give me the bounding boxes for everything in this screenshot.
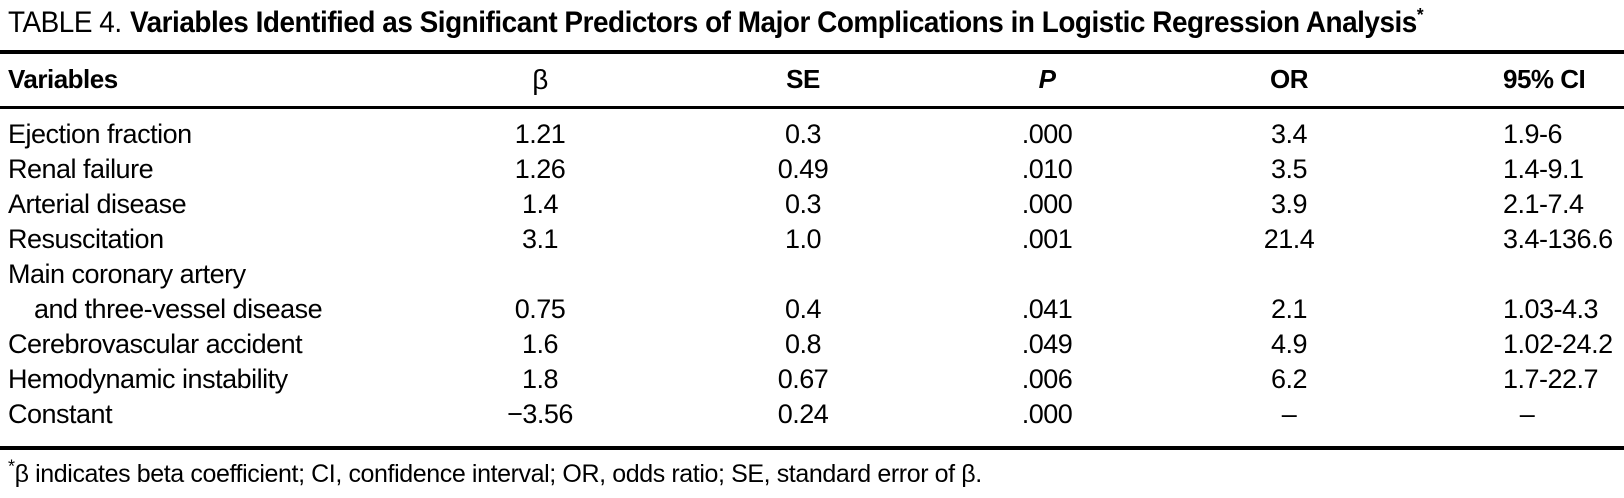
cell-beta: −3.56 [507,399,573,429]
cell-ci: 2.1-7.4 [1503,189,1584,219]
cell-beta: 1.6 [521,329,559,359]
table-title-text: Variables Identified as Significant Pred… [129,6,1417,39]
cell-or: 6.2 [1270,364,1308,394]
regression-table: Variables β SE P OR 95% CI Ejection frac… [0,54,1624,432]
table-number: TABLE 4. [8,6,122,39]
cell-beta: 1.26 [514,154,566,184]
table-title: TABLE 4. Variables Identified as Signific… [8,4,1424,42]
cell-variable: Renal failure [8,154,154,184]
cell-se [660,257,946,292]
table-row: Resuscitation 3.1 1.0 .001 21.4 3.4-136.… [0,222,1624,257]
cell-ci: 1.02-24.2 [1503,329,1613,359]
cell-variable: Ejection fraction [8,119,192,149]
cell-or: 3.4 [1270,119,1308,149]
title-footnote-marker: * [1416,4,1424,25]
rule-bottom [0,446,1624,450]
cell-or: 4.9 [1270,329,1308,359]
cell-variable: Hemodynamic instability [8,364,288,394]
cell-se: 0.3 [784,189,822,219]
cell-ci: 1.4-9.1 [1503,154,1584,184]
cell-or: 3.5 [1270,154,1308,184]
cell-p: .010 [1021,154,1073,184]
table-row: and three-vessel disease 0.75 0.4 .041 2… [0,292,1624,327]
header-row: Variables β SE P OR 95% CI [0,54,1624,109]
cell-se: 1.0 [784,224,822,254]
cell-se: 0.4 [784,294,822,324]
cell-ci: 1.03-4.3 [1503,294,1599,324]
spacer-row [0,107,1624,117]
cell-beta [420,257,660,292]
cell-p: .000 [1021,399,1073,429]
cell-se: 0.67 [777,364,829,394]
footnote-text: β indicates beta coefficient; CI, confid… [14,460,983,488]
cell-variable: Arterial disease [8,189,187,219]
table-row: Renal failure 1.26 0.49 .010 3.5 1.4-9.1 [0,152,1624,187]
cell-p [946,257,1148,292]
cell-ci: 1.7-22.7 [1503,364,1599,394]
cell-ci: – [1519,399,1535,429]
cell-p: .001 [1021,224,1073,254]
cell-beta: 1.21 [514,119,566,149]
cell-or: 21.4 [1263,224,1315,254]
cell-se: 0.3 [784,119,822,149]
cell-variable: Constant [8,399,113,429]
rule-top [0,50,1624,54]
table-row: Arterial disease 1.4 0.3 .000 3.9 2.1-7.… [0,187,1624,222]
cell-ci: 3.4-136.6 [1503,224,1613,254]
cell-variable: Resuscitation [8,224,164,254]
cell-beta: 1.8 [521,364,559,394]
cell-beta: 3.1 [521,224,559,254]
column-header-variables: Variables [0,54,420,109]
column-header-or: OR [1148,54,1430,109]
cell-variable: Cerebrovascular accident [8,329,303,359]
cell-p: .000 [1021,119,1073,149]
cell-p: .006 [1021,364,1073,394]
table-row: Cerebrovascular accident 1.6 0.8 .049 4.… [0,327,1624,362]
cell-or: 3.9 [1270,189,1308,219]
cell-ci: 1.9-6 [1503,119,1563,149]
column-header-p: P [946,54,1148,109]
cell-variable: Main coronary artery [8,259,246,289]
cell-p: .000 [1021,189,1073,219]
table-row: Hemodynamic instability 1.8 0.67 .006 6.… [0,362,1624,397]
cell-beta: 0.75 [514,294,566,324]
cell-or: – [1281,399,1297,429]
cell-or: 2.1 [1270,294,1308,324]
cell-se: 0.8 [784,329,822,359]
cell-se: 0.49 [777,154,829,184]
table-row: Constant −3.56 0.24 .000 – – [0,397,1624,432]
cell-p: .049 [1021,329,1073,359]
cell-se: 0.24 [777,399,829,429]
footnote-marker: * [8,456,15,477]
column-header-se: SE [660,54,946,109]
table-row: Ejection fraction 1.21 0.3 .000 3.4 1.9-… [0,117,1624,152]
cell-beta: 1.4 [521,189,559,219]
cell-p: .041 [1021,294,1073,324]
column-header-ci: 95% CI [1430,54,1624,109]
cell-ci [1430,257,1624,292]
cell-variable: and three-vessel disease [34,294,323,324]
table-footnote: *β indicates beta coefficient; CI, confi… [8,458,982,490]
table-row: Main coronary artery [0,257,1624,292]
cell-or [1148,257,1430,292]
column-header-beta: β [420,54,660,109]
